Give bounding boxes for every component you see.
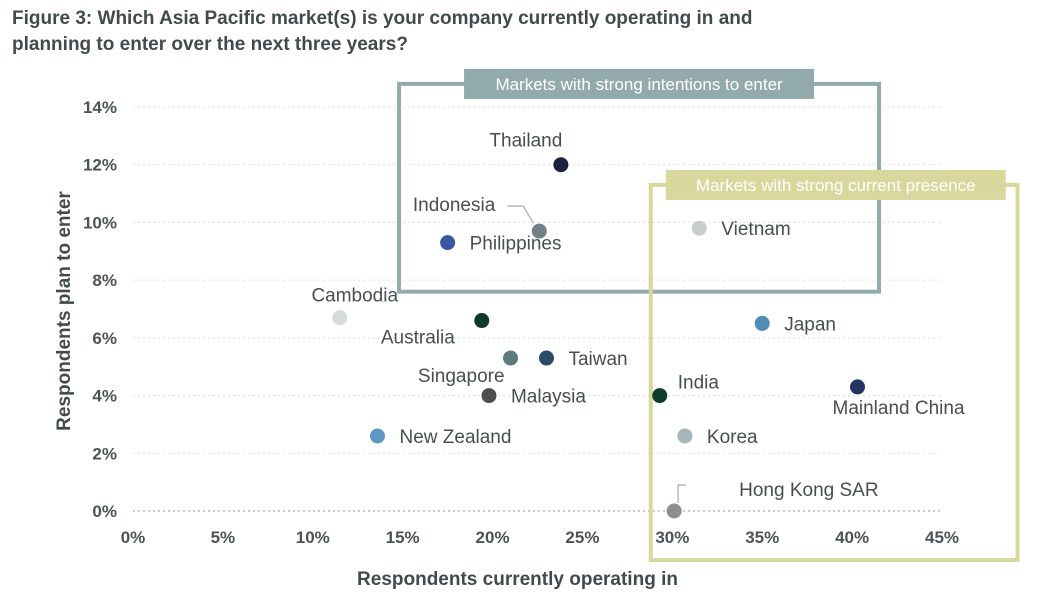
- x-tick-label: 10%: [296, 528, 330, 547]
- x-tick-label: 20%: [476, 528, 510, 547]
- x-tick-label: 40%: [835, 528, 869, 547]
- point-singapore: [503, 350, 519, 366]
- x-tick-label: 35%: [745, 528, 779, 547]
- y-axis-title: Respondents plan to enter: [54, 191, 75, 431]
- y-tick-label: 8%: [92, 271, 117, 290]
- data-points: [332, 157, 866, 519]
- point-philippines: [440, 235, 456, 251]
- point-indonesia: [531, 223, 547, 239]
- label-india: India: [678, 373, 720, 394]
- x-tick-label: 15%: [386, 528, 420, 547]
- label-taiwan: Taiwan: [568, 349, 627, 370]
- x-axis-title: Respondents currently operating in: [357, 569, 678, 590]
- label-philippines: Philippines: [470, 234, 562, 255]
- grid: [133, 106, 942, 512]
- point-korea: [677, 428, 693, 444]
- y-tick-label: 4%: [92, 387, 117, 406]
- x-tick-label: 45%: [925, 528, 959, 547]
- label-korea: Korea: [707, 427, 758, 448]
- region-boxes: Markets with strong intentions to enter M…: [397, 68, 1020, 563]
- x-tick-label: 30%: [655, 528, 689, 547]
- label-mainland-china: Mainland China: [833, 398, 965, 419]
- x-tick-label: 5%: [211, 528, 236, 547]
- point-australia: [474, 313, 490, 329]
- leader-lines: [507, 205, 687, 503]
- figure-title: Figure 3: Which Asia Pacific market(s) i…: [12, 6, 1012, 58]
- region-label: Markets with strong intentions to enter: [495, 75, 783, 94]
- label-singapore: Singapore: [418, 366, 505, 387]
- y-tick-label: 14%: [83, 98, 117, 117]
- point-taiwan: [538, 350, 554, 366]
- point-thailand: [553, 157, 569, 173]
- point-labels: Thailand Indonesia Philippines Vietnam Cambo…: [311, 131, 965, 501]
- point-india: [652, 388, 668, 404]
- region-header: [665, 169, 1006, 200]
- point-japan: [754, 315, 770, 331]
- y-tick-label: 0%: [92, 502, 117, 521]
- figure-title-line2: planning to enter over the next three ye…: [12, 34, 408, 55]
- region-header: [464, 68, 815, 99]
- x-tick-label: 25%: [565, 528, 599, 547]
- y-tick-label: 2%: [92, 444, 117, 463]
- label-thailand: Thailand: [489, 131, 562, 152]
- label-vietnam: Vietnam: [721, 219, 790, 240]
- figure-title-line1: Figure 3: Which Asia Pacific market(s) i…: [12, 8, 753, 29]
- label-malaysia: Malaysia: [511, 387, 586, 408]
- y-tick-label: 6%: [92, 329, 117, 348]
- y-tick-label: 10%: [83, 213, 117, 232]
- label-japan: Japan: [784, 314, 836, 335]
- region-label: Markets with strong current presence: [696, 176, 976, 195]
- point-vietnam: [691, 220, 707, 236]
- point-malaysia: [481, 388, 497, 404]
- leader-line-indonesia: [507, 205, 534, 224]
- point-mainland-china: [850, 379, 866, 395]
- axis-ticks: 0% 2% 4% 6% 8% 10% 12% 14% 0% 5% 10% 15% 20% 25% 30% 35…: [83, 98, 959, 547]
- label-cambodia: Cambodia: [311, 286, 398, 307]
- label-indonesia: Indonesia: [413, 195, 496, 216]
- y-tick-label: 12%: [83, 156, 117, 175]
- point-cambodia: [332, 310, 348, 326]
- x-tick-label: 0%: [121, 528, 146, 547]
- label-australia: Australia: [381, 328, 455, 349]
- label-new-zealand: New Zealand: [399, 427, 511, 448]
- point-hong-kong-sar: [666, 503, 682, 519]
- leader-line-hong-kong-sar: [677, 484, 687, 503]
- point-new-zealand: [369, 428, 385, 444]
- label-hong-kong-sar: Hong Kong SAR: [739, 480, 878, 501]
